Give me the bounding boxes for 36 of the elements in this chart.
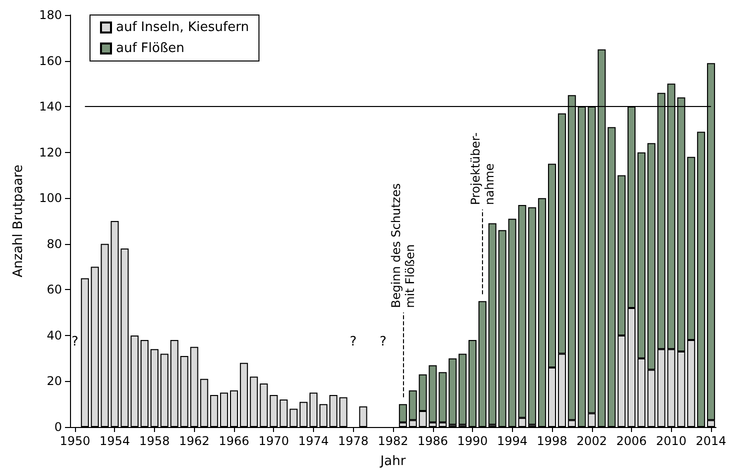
x-tick-label: 1978 <box>338 434 369 448</box>
y-tick-label: 20 <box>46 374 62 388</box>
x-tick-label: 1954 <box>99 434 130 448</box>
x-tick-label: 1994 <box>496 434 528 448</box>
y-tick-label: 40 <box>46 328 62 342</box>
legend-label: auf Inseln, Kiesufern <box>116 20 249 35</box>
annotation: ? <box>350 334 357 350</box>
x-tick-label: 1970 <box>258 434 290 448</box>
y-tick-label: 0 <box>54 420 62 434</box>
x-tick-label: 1990 <box>457 434 488 448</box>
legend-label: auf Flößen <box>116 41 184 56</box>
x-tick-label: 2006 <box>616 434 647 448</box>
x-tick-label: 1986 <box>417 434 448 448</box>
y-tick-label: 160 <box>39 54 62 68</box>
ref-line-label: Beginn des Schutzes mit Flößen <box>388 183 417 308</box>
x-tick-label: 1966 <box>218 434 250 448</box>
x-tick-label: 1998 <box>536 434 568 448</box>
y-tick-label: 60 <box>46 282 62 297</box>
y-tick-label: 80 <box>46 236 62 251</box>
annotation: ? <box>72 334 78 350</box>
x-tick-label: 1958 <box>139 434 170 448</box>
x-tick-label: 2014 <box>696 434 726 448</box>
y-tick-label: 120 <box>39 145 62 160</box>
y-tick-label: 100 <box>39 191 62 206</box>
y-tick-label: 180 <box>39 8 62 22</box>
x-tick-label: 2010 <box>656 434 687 448</box>
x-tick-label: 2002 <box>576 434 608 448</box>
x-tick-label: 1962 <box>178 434 210 448</box>
ref-line-label: Projektüber- nahme <box>468 132 496 205</box>
x-axis-title: Jahr <box>379 454 406 469</box>
x-tick-label: 1982 <box>378 434 408 448</box>
x-tick-label: 1950 <box>60 434 90 448</box>
y-tick-label: 140 <box>39 100 62 114</box>
x-tick-label: 1974 <box>298 434 329 448</box>
annotation: ? <box>380 334 387 350</box>
y-axis-title: Anzahl Brutpaare <box>11 164 26 278</box>
